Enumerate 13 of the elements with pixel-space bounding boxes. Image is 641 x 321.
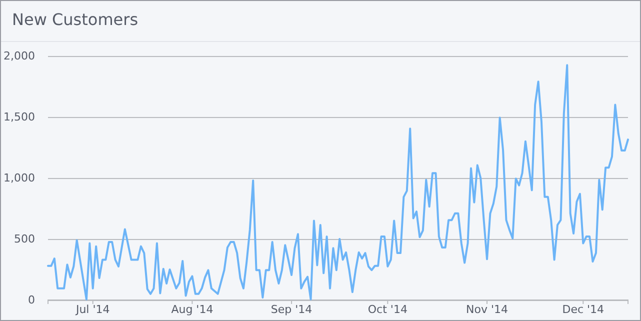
y-tick-label: 0	[28, 294, 35, 307]
y-tick-label: 1,000	[4, 172, 35, 185]
y-tick-label: 1,500	[4, 110, 35, 124]
x-tick-label: Jul '14	[74, 303, 110, 316]
y-tick-label: 2,000	[4, 50, 35, 63]
y-tick-label: 500	[14, 232, 35, 246]
x-tick-label: Aug '14	[171, 303, 214, 316]
line-series	[47, 64, 629, 300]
x-tick-label: Sep '14	[270, 303, 312, 316]
x-tick-label: Nov '14	[466, 303, 508, 316]
x-tick-label: Oct '14	[368, 303, 408, 316]
x-tick-label: Dec '14	[562, 303, 604, 316]
chart-title: New Customers	[12, 10, 138, 29]
